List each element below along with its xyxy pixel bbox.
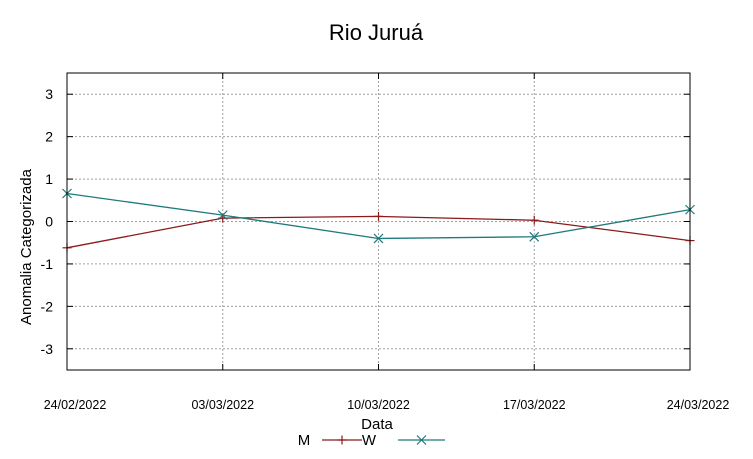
x-axis-ticks: 24/02/2022 03/03/2022 10/03/2022 17/03/2022… [44,73,730,412]
x-tick-label: 17/03/2022 [503,398,566,412]
y-tick-label: -1 [41,256,54,272]
legend-marker-W [416,435,427,445]
x-tick-label: 24/03/2022 [667,398,730,412]
x-tick-label: 03/03/2022 [191,398,254,412]
x-axis-label: Data [361,416,393,433]
legend-marker-M [337,435,347,445]
chart-title: Rio Juruá [329,20,424,45]
grid-lines [67,73,690,370]
y-tick-label: 0 [45,214,53,230]
y-tick-label: -3 [41,341,54,357]
x-tick-label: 24/02/2022 [44,398,107,412]
y-axis-ticks: 3 2 1 0 -1 -2 -3 [41,86,690,357]
data-point-M [374,211,383,221]
legend-label-W: W [362,432,377,449]
y-tick-label: 2 [45,129,53,145]
series-lines [62,188,695,253]
legend-label-M: M [298,432,311,449]
data-point-M [529,215,539,225]
data-point-W [373,233,384,244]
y-axis-label: Anomalia Categorizada [18,168,35,325]
y-tick-label: -2 [41,298,54,314]
x-tick-label: 10/03/2022 [347,398,410,412]
y-tick-label: 1 [45,171,53,187]
plot-frame [66,72,691,371]
data-point-W [217,210,228,221]
y-tick-label: 3 [45,86,53,102]
data-point-W [529,231,540,242]
